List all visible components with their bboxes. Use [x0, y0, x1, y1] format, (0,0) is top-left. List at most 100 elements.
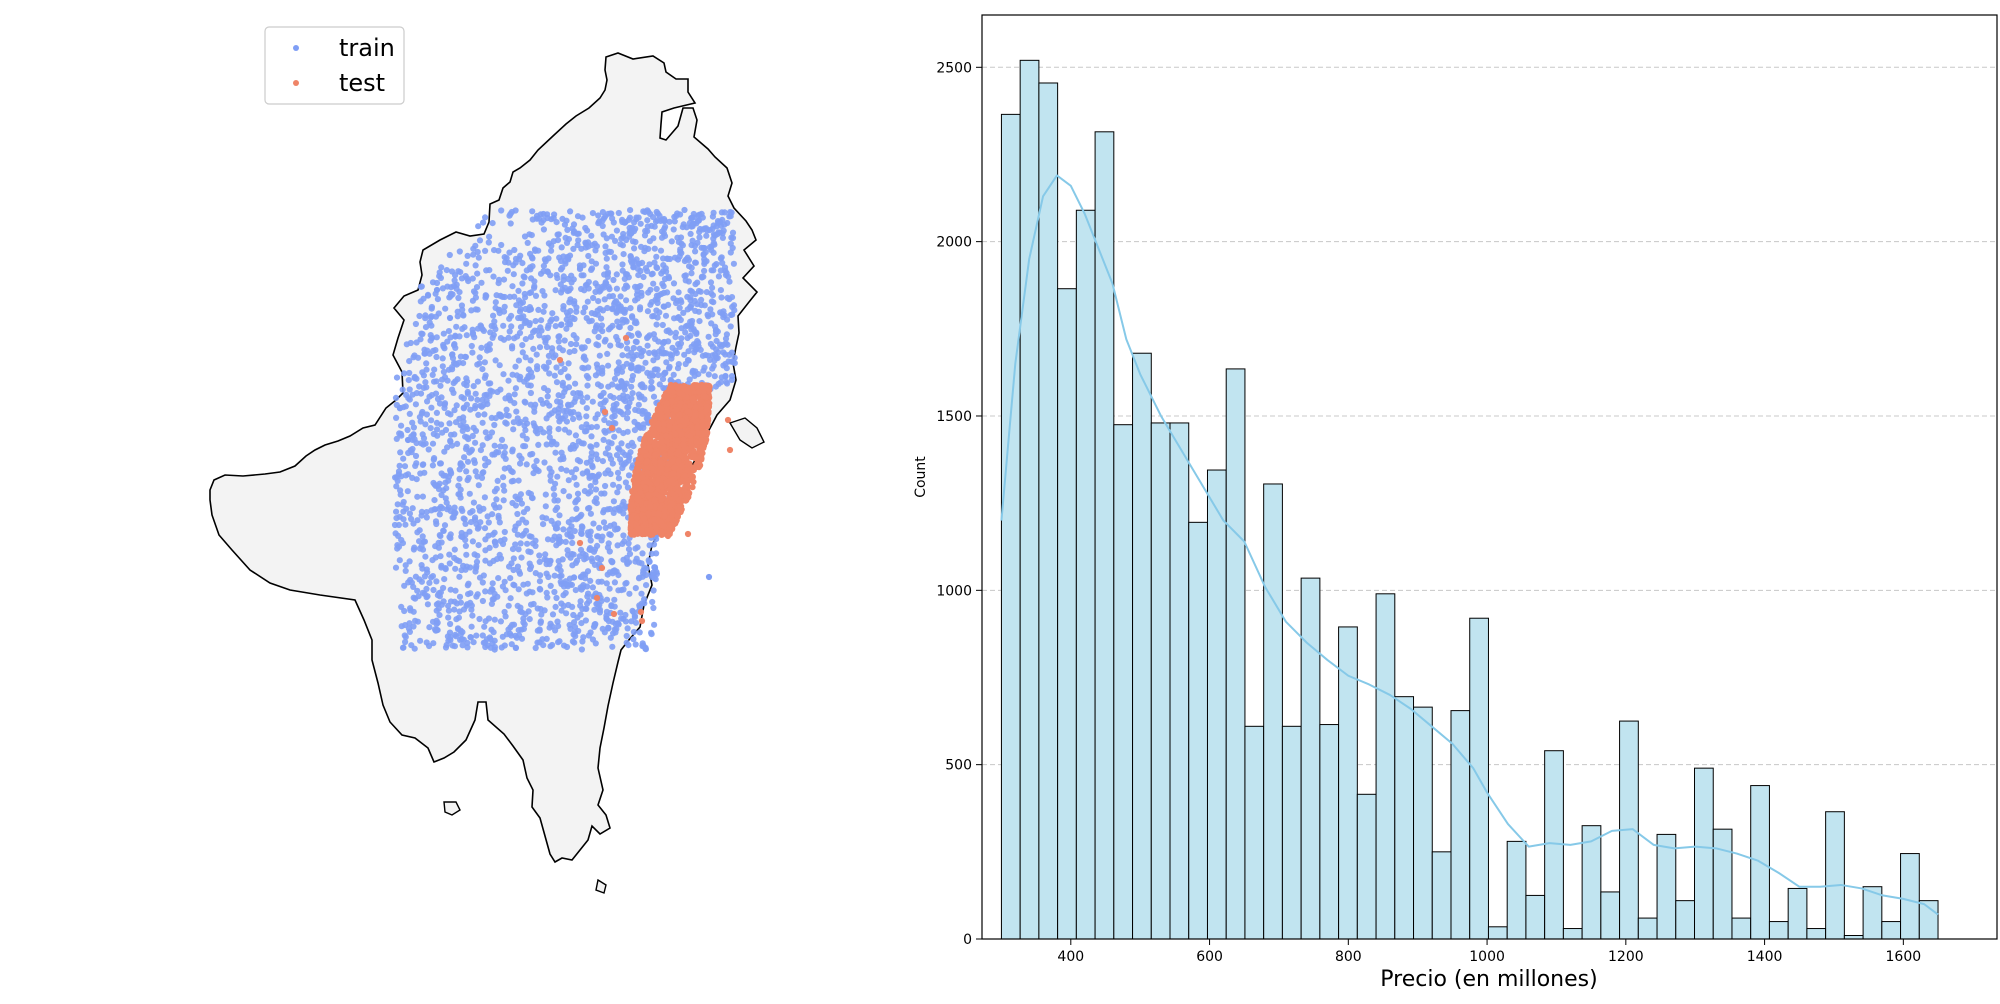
train-point: [654, 210, 662, 217]
train-point: [499, 293, 506, 300]
train-point: [470, 251, 477, 258]
train-point: [585, 285, 592, 292]
test-point: [684, 530, 692, 538]
test-point: [665, 478, 672, 485]
train-point: [580, 634, 587, 641]
train-point: [650, 604, 657, 612]
test-point: [652, 451, 659, 458]
train-point: [607, 248, 615, 256]
train-point: [522, 399, 529, 406]
train-point: [621, 386, 628, 393]
train-point: [460, 424, 467, 431]
train-point: [701, 225, 708, 232]
train-point: [510, 566, 517, 574]
train-point: [589, 210, 597, 217]
test-point: [628, 514, 635, 521]
train-point: [627, 324, 634, 332]
test-point: [665, 460, 672, 468]
train-point: [464, 458, 472, 465]
train-point: [615, 483, 623, 491]
train-point: [619, 261, 626, 268]
train-point: [423, 411, 430, 418]
train-point: [489, 451, 496, 458]
train-point: [614, 542, 621, 549]
train-point: [692, 281, 699, 288]
train-point: [577, 598, 584, 605]
train-point: [519, 280, 526, 287]
train-point: [468, 342, 475, 350]
train-point: [547, 620, 554, 627]
train-point: [472, 439, 479, 446]
train-point: [538, 317, 545, 324]
train-point: [524, 540, 531, 547]
train-point: [515, 546, 522, 553]
train-point: [456, 248, 463, 255]
train-point: [659, 280, 666, 287]
train-point: [705, 573, 713, 581]
train-point: [452, 378, 459, 385]
train-point: [590, 520, 597, 527]
train-point: [458, 533, 465, 540]
train-point: [640, 208, 647, 215]
train-point: [617, 293, 624, 300]
test-point: [556, 356, 564, 364]
train-point: [526, 306, 533, 314]
train-point: [593, 495, 600, 502]
train-point: [515, 627, 522, 634]
train-point: [611, 433, 618, 440]
train-point: [421, 573, 428, 580]
train-point: [557, 266, 565, 273]
train-point: [613, 568, 620, 575]
train-point: [393, 483, 400, 490]
train-point: [496, 362, 503, 369]
train-point: [552, 449, 559, 456]
train-point: [492, 299, 499, 306]
train-point: [484, 435, 491, 442]
train-point: [497, 537, 504, 545]
train-point: [675, 361, 682, 368]
train-point: [414, 587, 421, 594]
train-point: [470, 499, 477, 506]
test-point: [679, 417, 686, 424]
train-point: [423, 639, 430, 646]
train-point: [429, 618, 437, 625]
train-point: [587, 537, 594, 544]
train-point: [391, 521, 399, 529]
train-point: [705, 333, 712, 340]
train-point: [660, 289, 668, 296]
train-point: [624, 484, 632, 491]
train-point: [522, 294, 529, 301]
train-point: [632, 297, 639, 304]
test-point: [684, 408, 692, 415]
train-point: [497, 618, 504, 625]
train-point: [569, 603, 576, 611]
train-point: [598, 537, 605, 544]
test-point: [669, 490, 677, 497]
train-point: [592, 280, 599, 287]
train-point: [473, 284, 481, 291]
train-point: [434, 619, 441, 626]
y-tick-label: 1000: [936, 583, 972, 599]
train-point: [555, 413, 562, 420]
train-point: [584, 394, 591, 401]
x-tick-label: 1400: [1747, 949, 1783, 965]
train-point: [498, 413, 505, 420]
train-point: [396, 557, 403, 564]
test-point: [676, 390, 683, 397]
train-point: [642, 227, 649, 235]
train-point: [493, 556, 501, 563]
train-point: [561, 426, 569, 433]
train-point: [572, 395, 579, 402]
train-point: [533, 457, 540, 464]
train-point: [529, 540, 537, 547]
train-point: [491, 442, 498, 449]
train-point: [723, 331, 731, 338]
train-point: [547, 472, 554, 479]
train-point: [549, 611, 557, 618]
train-point: [486, 346, 493, 353]
train-point: [474, 306, 481, 313]
train-point: [698, 302, 705, 309]
train-point: [501, 487, 508, 494]
train-point: [512, 363, 519, 370]
